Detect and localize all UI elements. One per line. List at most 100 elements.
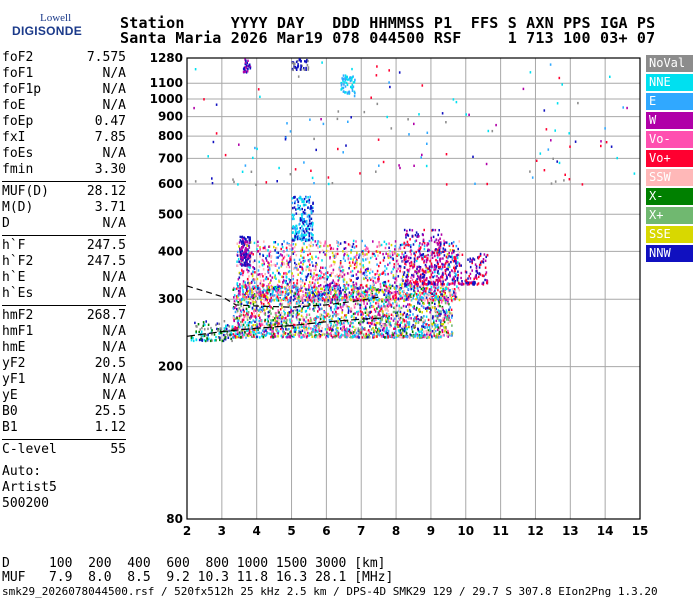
echo-point bbox=[417, 301, 419, 304]
echo-point bbox=[378, 245, 380, 248]
echo-point bbox=[317, 281, 319, 284]
echo-point bbox=[242, 258, 244, 262]
echo-point bbox=[241, 331, 244, 334]
echo-point bbox=[413, 334, 416, 337]
echo-point bbox=[458, 251, 461, 254]
echo-point bbox=[269, 309, 271, 312]
echo-point bbox=[425, 260, 428, 264]
echo-point bbox=[393, 263, 396, 266]
echo-point bbox=[323, 292, 325, 295]
echo-point bbox=[415, 321, 417, 325]
echo-point bbox=[203, 328, 206, 331]
echo-point bbox=[309, 320, 311, 323]
echo-point bbox=[429, 328, 431, 331]
echo-point bbox=[435, 335, 437, 339]
echo-point bbox=[322, 266, 324, 269]
echo-point bbox=[263, 299, 266, 302]
echo-point bbox=[273, 245, 275, 249]
echo-point bbox=[366, 290, 369, 293]
echo-point bbox=[423, 287, 426, 290]
echo-point bbox=[295, 316, 298, 319]
echo-point bbox=[311, 261, 313, 264]
echo-point bbox=[266, 323, 269, 326]
echo-point bbox=[291, 217, 294, 221]
echo-point bbox=[380, 335, 383, 338]
echo-point bbox=[308, 303, 311, 306]
echo-point bbox=[333, 289, 336, 292]
echo-point bbox=[207, 323, 210, 326]
echo-point bbox=[444, 326, 447, 329]
echo-point bbox=[239, 298, 241, 301]
x-tick-label: 3 bbox=[218, 524, 226, 538]
echo-point bbox=[361, 294, 363, 297]
echo-point bbox=[386, 333, 389, 336]
echo-point bbox=[354, 302, 357, 306]
echo-point bbox=[282, 335, 284, 339]
echo-point bbox=[308, 243, 311, 247]
echo-point bbox=[244, 256, 246, 259]
echo-point bbox=[323, 273, 325, 276]
echo-point bbox=[429, 281, 431, 284]
echo-point bbox=[626, 106, 628, 110]
echo-point bbox=[292, 251, 294, 254]
echo-point bbox=[295, 232, 298, 236]
echo-point bbox=[292, 215, 294, 219]
echo-point bbox=[364, 334, 367, 338]
echo-point bbox=[371, 270, 374, 273]
echo-point bbox=[300, 239, 303, 242]
param-row: foF1 N/A bbox=[2, 66, 126, 82]
echo-point bbox=[427, 249, 429, 253]
param-value: 247.5 bbox=[86, 238, 126, 253]
echo-point bbox=[376, 272, 378, 276]
param-row: h`E N/A bbox=[2, 270, 126, 286]
echo-point bbox=[265, 181, 268, 184]
echo-point bbox=[451, 288, 454, 291]
echo-point bbox=[330, 290, 332, 294]
param-row: h`Es N/A bbox=[2, 286, 126, 302]
echo-point bbox=[310, 209, 313, 213]
echo-point bbox=[399, 310, 402, 314]
echo-point bbox=[282, 279, 285, 282]
echo-point bbox=[252, 270, 254, 274]
echo-point bbox=[423, 306, 425, 309]
echo-point bbox=[353, 331, 355, 334]
echo-point bbox=[383, 281, 385, 284]
legend-item: SSW bbox=[646, 169, 693, 186]
echo-point bbox=[372, 334, 374, 337]
echo-point bbox=[435, 285, 438, 288]
echo-point bbox=[329, 284, 331, 287]
echo-point bbox=[396, 302, 398, 305]
echo-point bbox=[257, 269, 260, 272]
echo-point bbox=[290, 308, 292, 311]
echo-point bbox=[269, 293, 272, 296]
echo-point bbox=[324, 240, 327, 243]
echo-point bbox=[413, 122, 415, 126]
echo-point bbox=[287, 332, 289, 336]
echo-point bbox=[266, 286, 269, 289]
echo-point bbox=[453, 256, 455, 259]
echo-point bbox=[232, 336, 234, 339]
echo-point bbox=[291, 290, 293, 293]
echo-point bbox=[304, 220, 306, 223]
echo-point bbox=[427, 329, 430, 332]
echo-point bbox=[221, 339, 224, 343]
echo-point bbox=[384, 284, 386, 287]
echo-point bbox=[319, 324, 321, 328]
echo-point bbox=[310, 222, 312, 225]
echo-point bbox=[437, 266, 440, 269]
echo-point bbox=[301, 336, 303, 339]
echo-point bbox=[309, 332, 311, 335]
echo-point bbox=[195, 330, 197, 333]
echo-point bbox=[444, 263, 446, 266]
echo-point bbox=[436, 251, 438, 254]
echo-point bbox=[292, 277, 294, 281]
echo-point bbox=[458, 254, 461, 257]
echo-point bbox=[270, 260, 272, 263]
echo-point bbox=[374, 310, 377, 313]
echo-point bbox=[257, 273, 259, 276]
echo-point bbox=[311, 225, 314, 228]
echo-point bbox=[271, 330, 273, 333]
echo-point bbox=[378, 277, 380, 281]
echo-point bbox=[263, 333, 266, 337]
echo-point bbox=[240, 301, 242, 304]
